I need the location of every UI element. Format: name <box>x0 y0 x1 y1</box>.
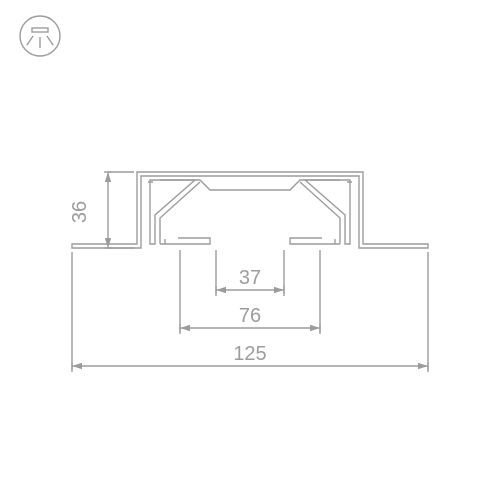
dim-width-76: 76 <box>180 250 320 334</box>
dim-height-36: 36 <box>69 172 134 248</box>
dim-width-76-label: 76 <box>239 305 261 327</box>
light-direction-icon <box>20 16 60 56</box>
dim-width-125-label: 125 <box>233 343 266 365</box>
profile-section <box>72 172 428 248</box>
dim-height-36-label: 36 <box>69 201 91 223</box>
dim-width-37-label: 37 <box>239 267 261 289</box>
dim-width-37: 37 <box>216 250 284 296</box>
